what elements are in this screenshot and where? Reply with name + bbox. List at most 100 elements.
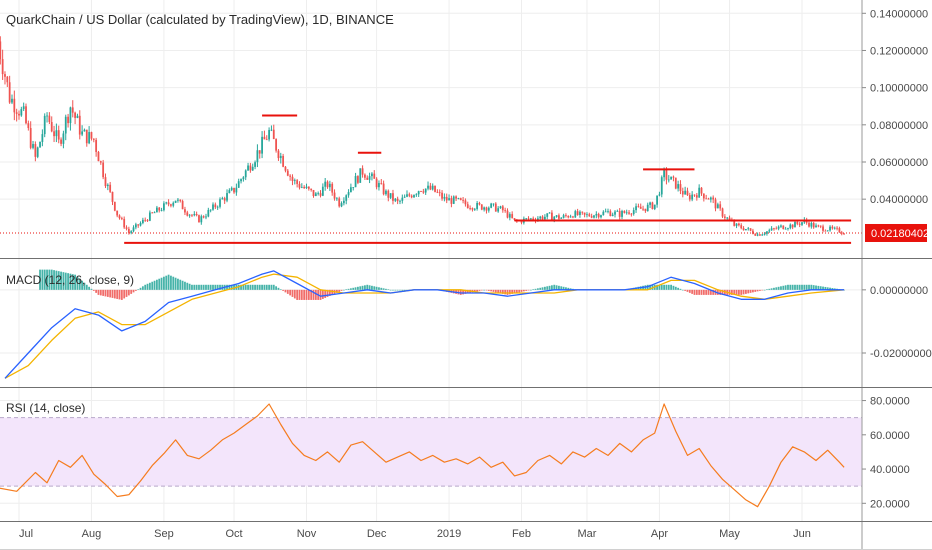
- macd-histogram-bar: [499, 289, 502, 294]
- macd-histogram-bar: [775, 287, 778, 290]
- price-candle-body: [60, 139, 62, 144]
- price-candle-body: [646, 204, 649, 212]
- macd-histogram-bar: [392, 289, 394, 291]
- last-price-tag-background: [865, 223, 927, 242]
- macd-histogram-bar: [480, 289, 483, 291]
- macd-histogram-bar: [261, 284, 263, 290]
- macd-histogram-bar: [476, 289, 479, 292]
- axis-labels: Jul Aug Sep Oct Nov Dec 2019 Feb Mar Apr May Jun 0.1…: [19, 8, 932, 540]
- macd-histogram-bar: [43, 269, 46, 290]
- macd-histogram-bar: [462, 289, 464, 295]
- macd-histogram-bar: [345, 289, 348, 290]
- macd-histogram-bar: [560, 286, 563, 290]
- price-candle-body: [541, 216, 544, 220]
- price-y-tick-label: 0.04000000: [870, 194, 928, 206]
- price-candle-body: [207, 210, 210, 217]
- price-candle-body: [90, 132, 93, 139]
- macd-histogram-bar: [312, 289, 315, 300]
- macd-histogram-bar: [200, 284, 203, 290]
- price-candle-body: [452, 196, 455, 204]
- price-candle-body: [43, 115, 46, 135]
- price-candle-body: [801, 222, 803, 225]
- price-candle-body: [693, 194, 696, 196]
- price-candle-body: [328, 183, 331, 188]
- macd-histogram-bar: [497, 289, 500, 293]
- price-candle-body: [163, 203, 165, 211]
- price-candle-body: [525, 218, 528, 220]
- macd-histogram-bar: [202, 284, 205, 290]
- price-candle-body: [209, 209, 212, 211]
- macd-histogram-bar: [144, 284, 147, 290]
- price-candle-body: [296, 180, 299, 184]
- price-candle-body: [188, 214, 191, 216]
- price-candle-body: [581, 211, 584, 213]
- macd-histogram-bar: [401, 289, 404, 291]
- price-candle-body: [644, 208, 647, 212]
- price-candle-body: [333, 192, 336, 199]
- price-candle-body: [342, 200, 345, 204]
- price-candle-body: [506, 210, 509, 218]
- macd-histogram-bar: [146, 283, 149, 290]
- macd-histogram-bar: [674, 286, 677, 290]
- price-candle-body: [303, 186, 306, 189]
- macd-histogram-bar: [494, 289, 497, 293]
- price-candle-body: [22, 106, 25, 110]
- price-candle-body: [808, 222, 810, 227]
- macd-histogram-bar: [810, 284, 813, 290]
- macd-histogram-bar: [403, 289, 406, 291]
- macd-histogram-bar: [335, 289, 338, 293]
- price-candle-body: [8, 82, 11, 103]
- price-candle-body: [247, 165, 249, 171]
- price-candle-body: [733, 221, 736, 226]
- price-candle-body: [380, 183, 383, 184]
- macd-histogram-bar: [817, 285, 820, 290]
- price-candle-body: [74, 112, 76, 118]
- price-candle-body: [695, 195, 698, 198]
- macd-histogram-bar: [700, 289, 703, 295]
- macd-histogram-bar: [352, 287, 355, 290]
- price-candle-body: [230, 187, 233, 191]
- price-candle-body: [777, 226, 780, 229]
- x-tick-label: Aug: [82, 528, 102, 540]
- price-candle-body: [604, 211, 607, 213]
- macd-histogram-bar: [158, 278, 161, 290]
- price-candle-body: [681, 191, 684, 195]
- macd-histogram-bar: [833, 288, 836, 290]
- macd-histogram-bar: [515, 289, 518, 293]
- macd-histogram-bar: [567, 287, 570, 290]
- price-candle-body: [81, 131, 84, 135]
- price-candle-body: [95, 139, 98, 152]
- macd-histogram-bar: [174, 277, 177, 290]
- price-candle-body: [614, 211, 616, 215]
- macd-histogram-bar: [773, 287, 775, 290]
- price-candle-body: [679, 184, 682, 192]
- price-candle-body: [256, 150, 259, 163]
- macd-histogram-bar: [768, 288, 771, 290]
- price-candle-body: [543, 216, 546, 220]
- price-candle-body: [721, 208, 724, 217]
- macd-histogram-bar: [205, 284, 207, 290]
- macd-histogram-bar: [95, 289, 98, 293]
- macd-histogram-bar: [745, 289, 747, 294]
- price-candle-body: [408, 194, 411, 196]
- macd-histogram-bar: [195, 284, 198, 290]
- macd-histogram-bar: [396, 289, 399, 291]
- price-candle-body: [254, 162, 256, 167]
- price-candle-body: [413, 194, 415, 198]
- price-candle-body: [392, 193, 394, 201]
- macd-histogram-bar: [756, 289, 759, 292]
- macd-histogram-bar: [831, 288, 834, 290]
- macd-histogram-bar: [740, 289, 743, 295]
- price-candle-body: [347, 192, 350, 196]
- macd-histogram-bar: [801, 284, 803, 290]
- macd-histogram-bar: [747, 289, 750, 294]
- price-candle-body: [716, 204, 719, 209]
- macd-histogram-bar: [819, 286, 822, 290]
- price-candle-body: [770, 228, 773, 231]
- macd-histogram-bar: [340, 289, 343, 291]
- price-candle-body: [279, 155, 282, 159]
- macd-histogram-bar: [228, 284, 231, 290]
- price-candle-body: [340, 203, 343, 207]
- macd-histogram-bar: [293, 289, 296, 299]
- price-candle-body: [263, 136, 266, 140]
